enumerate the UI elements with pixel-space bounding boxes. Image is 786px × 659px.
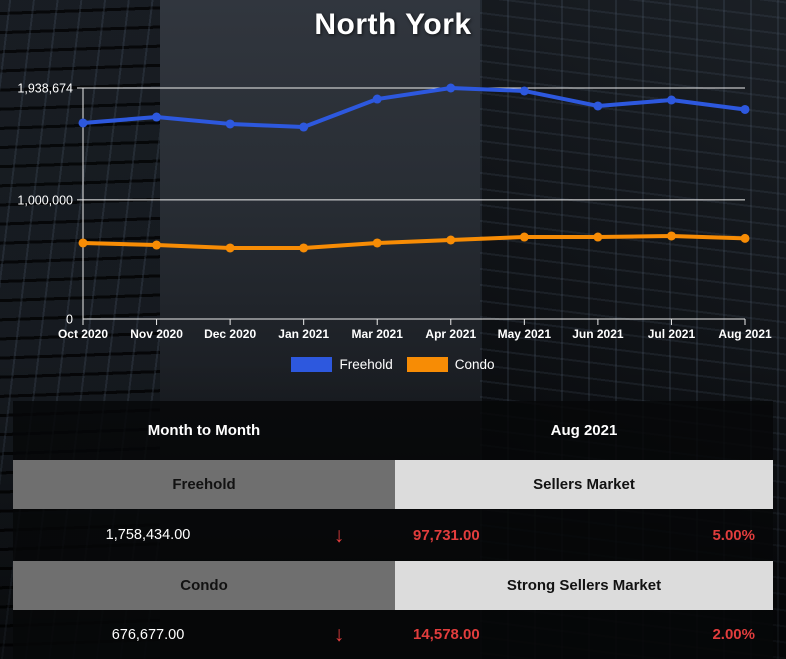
svg-text:Dec 2020: Dec 2020 — [204, 327, 256, 341]
table-header-row: Month to Month Aug 2021 — [13, 401, 773, 460]
freehold-color-swatch-icon — [291, 356, 333, 372]
svg-text:0: 0 — [66, 313, 73, 327]
freehold-change-amount: 97,731.00 — [413, 526, 480, 544]
svg-text:Jun 2021: Jun 2021 — [572, 327, 624, 341]
condo-category-row: Condo Strong Sellers Market — [13, 561, 773, 610]
legend-label-condo: Condo — [454, 356, 495, 372]
page-title: North York — [314, 8, 472, 41]
condo-color-swatch-icon — [406, 356, 448, 372]
condo-values-row: 676,677.00 ↓ 14,578.00 2.00% — [13, 610, 773, 659]
legend-item-freehold[interactable]: Freehold — [291, 356, 393, 372]
freehold-values-row: 1,758,434.00 ↓ 97,731.00 5.00% — [13, 509, 773, 561]
condo-down-arrow-icon: ↓ — [333, 623, 345, 646]
svg-text:Mar 2021: Mar 2021 — [352, 327, 404, 341]
svg-text:Apr 2021: Apr 2021 — [425, 327, 476, 341]
legend-label-freehold: Freehold — [339, 356, 393, 372]
condo-market-status-cell: Strong Sellers Market — [395, 561, 773, 610]
svg-text:May 2021: May 2021 — [498, 327, 552, 341]
svg-text:Oct 2020: Oct 2020 — [58, 327, 108, 341]
svg-text:Nov 2020: Nov 2020 — [130, 327, 183, 341]
freehold-market-status-cell: Sellers Market — [395, 460, 773, 509]
freehold-price-value: 1,758,434.00 — [105, 527, 191, 543]
table-header-month-to-month: Month to Month — [147, 422, 261, 439]
condo-category-cell: Condo — [13, 561, 395, 610]
svg-text:Jan 2021: Jan 2021 — [278, 327, 329, 341]
chart-legend: Freehold Condo — [0, 354, 786, 374]
condo-change-percent: 2.00% — [712, 626, 755, 643]
freehold-category-row: Freehold Sellers Market — [13, 460, 773, 509]
table-header-current-month: Aug 2021 — [550, 422, 618, 439]
freehold-category-cell: Freehold — [13, 460, 395, 509]
svg-text:1,000,000: 1,000,000 — [17, 193, 73, 207]
svg-text:Aug 2021: Aug 2021 — [718, 327, 772, 341]
freehold-down-arrow-icon: ↓ — [333, 523, 345, 547]
market-summary-table: Month to Month Aug 2021 Freehold Sellers… — [13, 401, 773, 659]
legend-item-condo[interactable]: Condo — [406, 356, 495, 372]
svg-text:Jul 2021: Jul 2021 — [648, 327, 696, 341]
svg-text:1,938,674: 1,938,674 — [17, 82, 73, 96]
condo-change-amount: 14,578.00 — [413, 626, 480, 643]
freehold-change-percent: 5.00% — [712, 526, 755, 544]
condo-price-value: 676,677.00 — [111, 626, 185, 643]
